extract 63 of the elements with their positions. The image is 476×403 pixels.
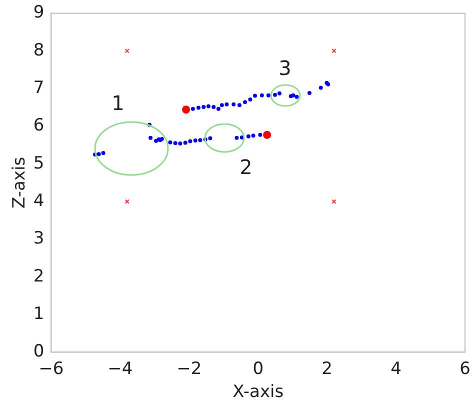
point — [318, 86, 323, 90]
point — [96, 152, 101, 156]
point — [208, 136, 212, 140]
x-tick-label: 6 — [460, 358, 470, 379]
point — [332, 48, 336, 54]
point — [182, 106, 190, 114]
point — [332, 199, 336, 204]
x-tick-label: 4 — [390, 358, 402, 379]
point — [263, 130, 272, 139]
point — [260, 93, 264, 98]
point — [234, 136, 239, 140]
y-tick-label: 9 — [33, 2, 44, 23]
point — [178, 142, 182, 146]
point — [193, 138, 198, 143]
point — [124, 199, 130, 204]
point — [190, 106, 195, 111]
point — [188, 139, 192, 144]
point — [173, 141, 178, 146]
point — [258, 132, 262, 137]
point — [224, 102, 229, 106]
point — [232, 102, 236, 106]
y-axis-title: Z-axis — [10, 156, 30, 208]
point — [253, 94, 258, 98]
point — [148, 136, 153, 140]
point — [206, 104, 210, 108]
y-tick-label: 6 — [33, 116, 44, 136]
point — [212, 104, 216, 109]
point — [168, 140, 172, 144]
y-tick-label: 3 — [33, 228, 44, 249]
point — [246, 134, 250, 138]
annotation: 1 — [112, 91, 124, 116]
y-tick-label: 7 — [33, 78, 44, 98]
x-tick-label: 0 — [252, 358, 264, 379]
y-tick-label: 2 — [33, 266, 44, 286]
point — [124, 48, 130, 54]
point — [251, 134, 256, 138]
annotation: 3 — [278, 56, 292, 80]
y-tick-label: 5 — [33, 153, 44, 174]
point — [248, 97, 252, 102]
point — [243, 100, 248, 104]
point — [307, 91, 312, 96]
point — [198, 138, 202, 142]
point — [291, 93, 296, 98]
x-axis-title: X-axis — [232, 382, 284, 402]
y-tick-label: 1 — [33, 304, 44, 324]
point — [196, 106, 200, 110]
point — [183, 140, 188, 145]
x-tick-label: −4 — [108, 358, 133, 379]
y-tick-label: 8 — [33, 40, 44, 60]
x-tick-label: 2 — [322, 358, 332, 379]
point — [202, 104, 206, 109]
x-tick-label: −2 — [176, 358, 202, 379]
point — [266, 93, 270, 98]
point — [154, 138, 158, 143]
point — [277, 91, 282, 96]
point — [216, 106, 220, 111]
point — [273, 92, 278, 97]
point — [101, 150, 106, 155]
y-tick-label: 4 — [33, 190, 44, 211]
point — [220, 103, 224, 108]
annotation: 2 — [240, 155, 252, 180]
point — [237, 103, 242, 108]
point — [294, 94, 299, 99]
